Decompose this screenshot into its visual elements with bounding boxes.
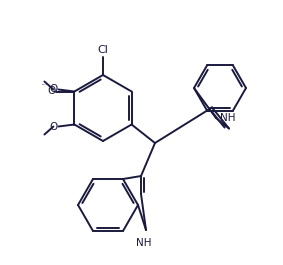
Text: Cl: Cl: [98, 45, 108, 55]
Text: O: O: [47, 86, 55, 95]
Text: methoxy: methoxy: [42, 84, 48, 85]
Text: O: O: [49, 121, 57, 131]
Text: NH: NH: [136, 238, 152, 248]
Text: O: O: [49, 85, 57, 95]
Text: NH: NH: [220, 113, 235, 123]
